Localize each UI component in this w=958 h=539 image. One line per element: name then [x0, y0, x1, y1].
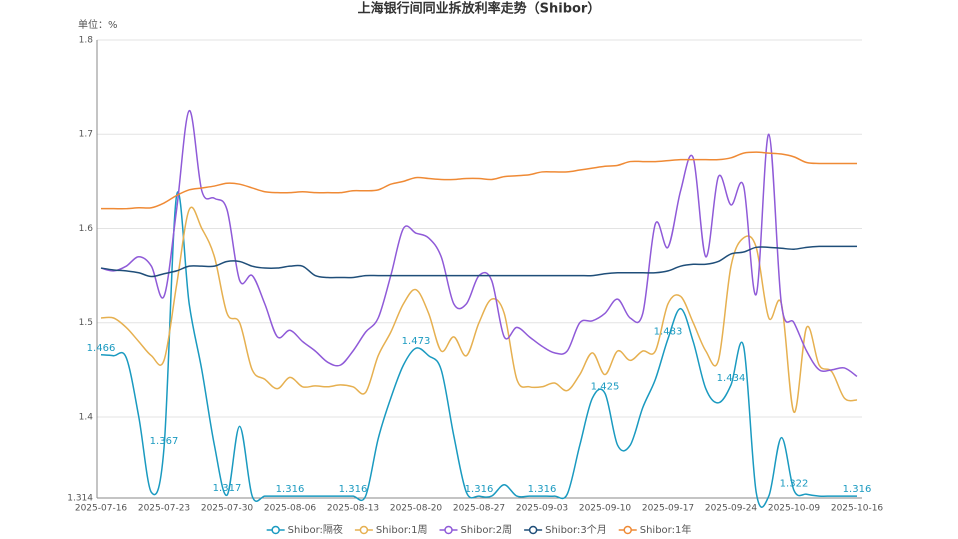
data-label: 1.466 [87, 343, 116, 354]
legend-marker [528, 525, 538, 535]
x-tick-label: 2025-09-24 [705, 504, 758, 514]
legend-item: Shibor:3个月 [524, 524, 607, 536]
chart-title: 上海银行间同业拆放利率走势（Shibor） [358, 1, 601, 17]
y-tick-label: 1.7 [79, 130, 93, 140]
data-label: 1.473 [402, 336, 431, 347]
x-tick-label: 2025-10-16 [831, 504, 884, 514]
x-tick-label: 2025-07-23 [138, 504, 190, 514]
series-line [100, 206, 858, 414]
y-tick-label: 1.314 [67, 494, 93, 504]
x-tick-label: 2025-08-27 [453, 504, 505, 514]
data-label: 1.434 [717, 373, 746, 384]
legend-marker [444, 525, 453, 535]
data-label: 1.316 [465, 484, 494, 495]
y-unit: 单位：% [78, 18, 118, 31]
data-label: 1.425 [591, 381, 620, 392]
x-tick-label: 2025-08-13 [327, 504, 379, 514]
y-tick-label: 1.8 [79, 36, 94, 46]
y-tick-label: 1.6 [79, 224, 94, 234]
x-tick-label: 2025-07-30 [201, 504, 254, 514]
legend-marker [623, 525, 632, 535]
legend-label: Shibor:1年 [640, 523, 692, 536]
x-tick-label: 2025-10-09 [768, 504, 821, 514]
x-tick-label: 2025-08-06 [264, 504, 317, 514]
data-label: 1.367 [150, 436, 179, 447]
series-line [100, 191, 857, 508]
legend-marker [271, 525, 280, 535]
series-line [100, 109, 858, 378]
x-tick-label: 2025-09-17 [642, 504, 694, 514]
legend-item: Shibor:1年 [618, 523, 692, 536]
legend: Shibor:隔夜 Shibor:1周 Shibor:2周 Shibor:3个月 Shi… [266, 523, 692, 536]
legend-item: Shibor:1周 [354, 524, 428, 536]
y-tick-label: 1.5 [79, 318, 93, 328]
x-tick-label: 2025-09-10 [579, 504, 632, 514]
x-tick-label: 2025-09-03 [516, 504, 568, 514]
legend-label: Shibor:2周 [461, 524, 513, 536]
legend-item: Shibor:隔夜 [266, 523, 343, 536]
series-line [101, 151, 857, 210]
y-tick-label: 1.4 [79, 412, 94, 422]
series-line [100, 245, 857, 279]
data-label: 1.316 [276, 484, 305, 495]
data-label: 1.316 [339, 484, 368, 495]
data-label: 1.316 [528, 484, 557, 495]
legend-item: Shibor:2周 [439, 524, 513, 536]
data-label: 1.483 [654, 327, 683, 338]
legend-label: Shibor:1周 [376, 524, 428, 536]
data-label: 1.316 [843, 484, 872, 495]
legend-label: Shibor:3个月 [545, 524, 607, 536]
legend-marker [359, 525, 369, 535]
x-tick-label: 2025-07-16 [75, 504, 128, 514]
x-tick-label: 2025-08-20 [390, 504, 443, 514]
legend-label: Shibor:隔夜 [288, 523, 343, 536]
data-label: 1.322 [780, 478, 809, 489]
data-label: 1.317 [213, 483, 242, 494]
